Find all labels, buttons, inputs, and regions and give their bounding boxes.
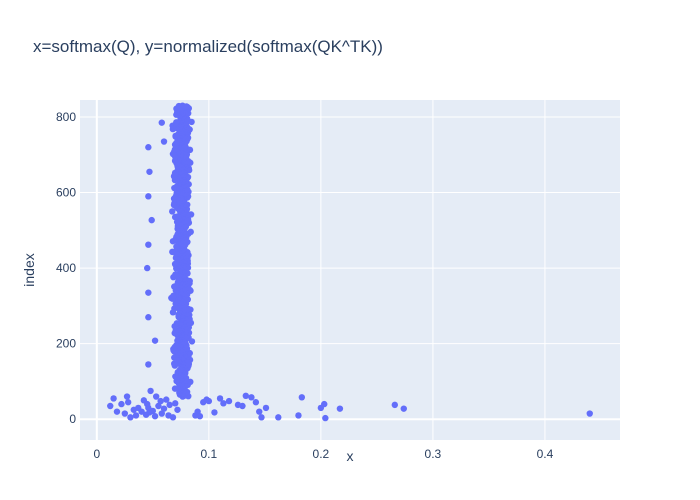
data-point [146,168,153,175]
y-tick-label: 400 [56,261,76,275]
data-point [169,208,176,215]
data-point [149,407,157,415]
data-point [205,397,213,405]
data-point [184,305,192,313]
data-point [242,392,250,399]
data-point [586,410,593,417]
data-point [391,401,399,409]
data-point [166,401,173,409]
data-point [148,216,155,224]
data-point [321,400,328,408]
data-point [145,144,152,151]
data-point [220,400,227,407]
grid-lines [80,100,620,440]
data-point [239,402,246,410]
y-axis-title: index [21,253,37,286]
data-point [256,408,263,415]
data-point [127,414,134,421]
data-point [196,413,204,420]
x-tick-label: 0.3 [425,447,442,461]
y-tick-label: 600 [56,186,76,200]
data-point [336,405,344,412]
data-point [158,119,165,126]
y-tick-label: 0 [69,412,76,426]
data-point [400,405,407,412]
data-point [124,399,132,406]
data-point [118,400,125,408]
data-point [252,399,260,406]
data-point [147,387,154,395]
data-point [258,414,265,421]
data-point [107,402,114,410]
data-point [179,102,186,109]
data-point [145,241,152,248]
data-point [172,400,179,407]
data-point [216,395,224,402]
data-point [174,406,181,413]
data-point [157,397,164,405]
data-point [152,393,160,400]
data-point [155,402,162,410]
x-tick-label: 0.2 [313,447,330,461]
x-tick-label: 0.4 [537,447,554,461]
data-point [151,337,159,344]
data-point [248,394,255,401]
data-point [145,193,152,200]
data-point [145,314,152,321]
data-point [132,412,140,419]
data-point [298,394,306,401]
data-point [160,405,168,412]
data-point [163,396,170,403]
data-point [170,292,177,299]
tick-labels: 0 0.1 0.2 0.3 0.4 0 200 400 600 800 [56,110,554,461]
data-point [171,385,179,392]
x-tick-label: 0.1 [200,447,217,461]
data-point [121,410,129,417]
data-point [211,409,218,416]
data-points [107,102,593,422]
data-point [225,397,233,405]
x-tick-label: 0 [93,447,100,461]
data-point [295,412,302,419]
data-point [158,410,165,417]
y-tick-label: 800 [56,110,76,124]
data-point [145,361,152,368]
data-point [145,289,152,296]
y-tick-label: 200 [56,337,76,351]
data-point [151,413,159,420]
data-point [113,408,121,415]
data-point [275,414,282,421]
data-point [169,414,177,421]
data-point [144,264,151,272]
plot-area [80,100,620,440]
data-point [110,395,117,402]
data-point [138,408,145,415]
data-point [262,404,270,412]
data-point [123,393,131,400]
chart-title: x=softmax(Q), y=normalized(softmax(QK^TK… [33,37,383,56]
data-point [160,138,168,145]
data-point [187,228,194,236]
data-point [322,414,329,422]
x-axis-title: x [347,448,354,464]
